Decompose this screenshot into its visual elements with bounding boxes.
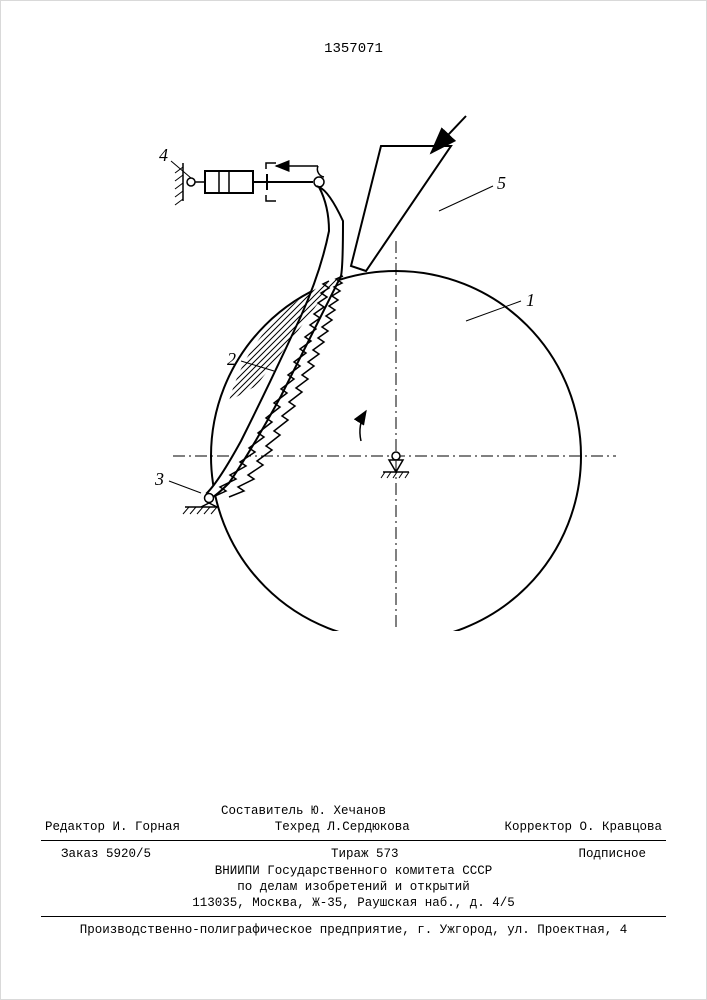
compiler-label: Составитель bbox=[221, 804, 304, 818]
compiler-row: Составитель Ю. Хечанов bbox=[41, 804, 666, 818]
techred-name: Л.Сердюкова bbox=[327, 820, 410, 834]
callout-5: 5 bbox=[497, 173, 506, 193]
divider-1 bbox=[41, 840, 666, 841]
printer-line: Производственно-полиграфическое предприя… bbox=[41, 923, 666, 937]
address-line: 113035, Москва, Ж-35, Раушская наб., д. … bbox=[41, 896, 666, 910]
lower-pivot bbox=[183, 494, 219, 515]
org-line-1: ВНИИПИ Государственного комитета СССР bbox=[41, 864, 666, 878]
order-row: Заказ 5920/5 Тираж 573 Подписное bbox=[41, 847, 666, 861]
callout-2: 2 bbox=[227, 349, 236, 369]
actuator-arrow-curve bbox=[317, 166, 324, 177]
input-arrow bbox=[431, 116, 466, 153]
rotation-arrow bbox=[360, 411, 366, 441]
document-number: 1357071 bbox=[1, 41, 706, 57]
subscription: Подписное bbox=[578, 847, 646, 861]
page-container: 1357071 bbox=[0, 0, 707, 1000]
order-value: 5920/5 bbox=[106, 847, 151, 861]
corrector-label: Корректор bbox=[504, 820, 572, 834]
center-pivot bbox=[392, 452, 400, 460]
actuator bbox=[175, 163, 324, 205]
callout-1: 1 bbox=[526, 290, 535, 310]
corrector-name: О. Кравцова bbox=[579, 820, 662, 834]
editor-name: И. Горная bbox=[113, 820, 181, 834]
divider-2 bbox=[41, 916, 666, 917]
techred-label: Техред bbox=[275, 820, 320, 834]
tiraz-label: Тираж bbox=[331, 847, 369, 861]
tiraz-value: 573 bbox=[376, 847, 399, 861]
callout-3: 3 bbox=[154, 469, 164, 489]
compiler-name: Ю. Хечанов bbox=[311, 804, 386, 818]
figure-area: 1 2 3 4 5 bbox=[61, 111, 641, 631]
org-line-2: по делам изобретений и открытий bbox=[41, 880, 666, 894]
footer-block: Составитель Ю. Хечанов Редактор И. Горна… bbox=[41, 804, 666, 939]
center-ground-hatch bbox=[381, 472, 409, 478]
editor-label: Редактор bbox=[45, 820, 105, 834]
diagram-svg: 1 2 3 4 5 bbox=[61, 111, 641, 631]
order-label: Заказ bbox=[61, 847, 99, 861]
credits-row: Редактор И. Горная Техред Л.Сердюкова Ко… bbox=[41, 820, 666, 834]
hopper bbox=[351, 146, 451, 271]
callout-4: 4 bbox=[159, 145, 168, 165]
